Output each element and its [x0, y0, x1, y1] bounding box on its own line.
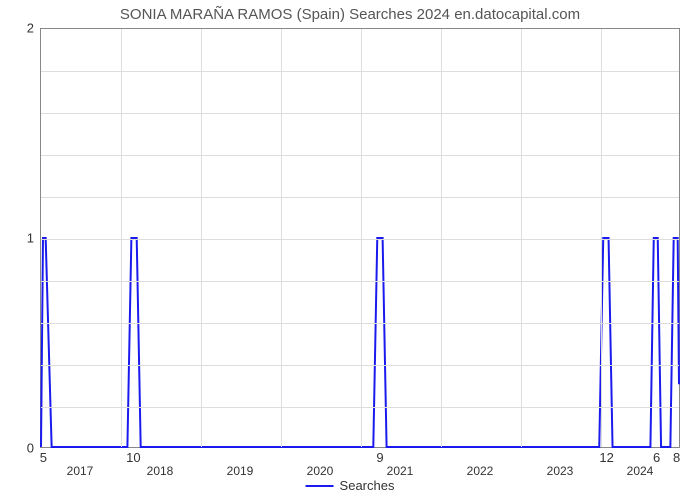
gridline-v: [281, 29, 282, 447]
gridline-v: [201, 29, 202, 447]
gridline-v: [121, 29, 122, 447]
gridline-v: [601, 29, 602, 447]
gridline-h: [41, 71, 679, 72]
xtick-label: 2024: [627, 464, 654, 478]
peak-label: 8: [673, 450, 680, 465]
ytick-label: 1: [4, 231, 34, 246]
gridline-h: [41, 365, 679, 366]
peak-label: 6: [653, 450, 660, 465]
xtick-label: 2017: [67, 464, 94, 478]
searches-chart: SONIA MARAÑA RAMOS (Spain) Searches 2024…: [0, 0, 700, 500]
line-series: [41, 29, 679, 447]
xtick-label: 2018: [147, 464, 174, 478]
peak-label: 5: [40, 450, 47, 465]
legend: Searches: [306, 478, 395, 493]
legend-label: Searches: [340, 478, 395, 493]
legend-swatch: [306, 485, 334, 487]
peak-label: 9: [376, 450, 383, 465]
gridline-h: [41, 239, 679, 240]
gridline-h: [41, 197, 679, 198]
plot-area: [40, 28, 680, 448]
peak-label: 10: [126, 450, 140, 465]
xtick-label: 2019: [227, 464, 254, 478]
chart-title: SONIA MARAÑA RAMOS (Spain) Searches 2024…: [0, 6, 700, 23]
xtick-label: 2021: [387, 464, 414, 478]
gridline-v: [441, 29, 442, 447]
gridline-h: [41, 281, 679, 282]
ytick-label: 2: [4, 21, 34, 36]
ytick-label: 0: [4, 441, 34, 456]
gridline-h: [41, 113, 679, 114]
xtick-label: 2022: [467, 464, 494, 478]
xtick-label: 2020: [307, 464, 334, 478]
gridline-v: [361, 29, 362, 447]
gridline-h: [41, 407, 679, 408]
xtick-label: 2023: [547, 464, 574, 478]
gridline-h: [41, 155, 679, 156]
peak-label: 12: [599, 450, 613, 465]
gridline-v: [521, 29, 522, 447]
series-line: [41, 238, 679, 447]
gridline-h: [41, 323, 679, 324]
